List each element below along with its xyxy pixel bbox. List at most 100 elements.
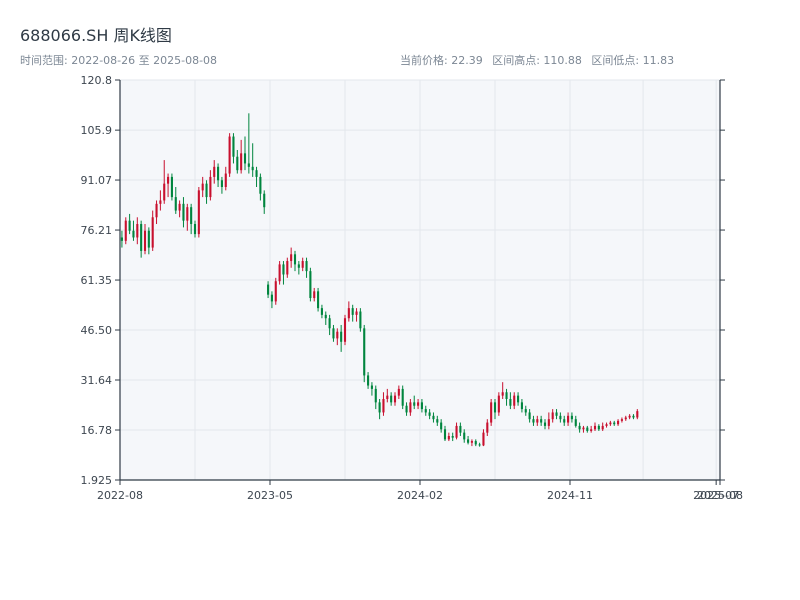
candle-body: [247, 163, 250, 167]
candle-body: [451, 436, 454, 438]
candle-body: [563, 419, 566, 423]
candle-body: [386, 395, 389, 399]
candle-body: [570, 415, 573, 420]
candle-body: [297, 264, 300, 268]
candle-body: [359, 311, 362, 329]
candle-body: [609, 422, 612, 425]
candle-body: [324, 314, 327, 319]
candle-body: [213, 166, 216, 177]
candle-body: [367, 375, 370, 386]
candle-body: [574, 419, 577, 426]
candle-body: [597, 425, 600, 430]
candle-body: [578, 425, 581, 430]
candle-body: [170, 176, 173, 198]
candle-body: [124, 220, 127, 241]
x-tick-label: 2025-07: [693, 489, 739, 502]
candle-body: [417, 402, 420, 406]
candle-body: [274, 281, 277, 302]
candle-body: [490, 402, 493, 423]
candle-body: [555, 412, 558, 416]
candle-body: [217, 166, 220, 181]
y-tick-label: 46.50: [81, 324, 113, 337]
candle-body: [617, 420, 620, 425]
x-tick-label: 2024-02: [397, 489, 443, 502]
chart-title: 688066.SH 周K线图: [20, 26, 172, 45]
candle-body: [428, 412, 431, 416]
candle-body: [232, 136, 235, 157]
candle-body: [140, 224, 143, 251]
candle-body: [332, 328, 335, 339]
current-price-label: 当前价格: 22.39: [400, 54, 483, 67]
candle-body: [263, 193, 266, 208]
candle-body: [243, 153, 247, 164]
candle-body: [305, 261, 308, 272]
candle-body: [567, 415, 570, 423]
candle-body: [132, 230, 135, 238]
candle-body: [628, 415, 631, 418]
x-tick-label: 2024-11: [547, 489, 593, 502]
range-low-label: 区间低点: 11.83: [591, 54, 675, 67]
x-tick-label: 2025-08: [697, 489, 743, 502]
x-tick-label: 2022-08: [97, 489, 143, 502]
candle-body: [374, 388, 377, 403]
candle-body: [551, 412, 554, 420]
candle-body: [605, 424, 608, 426]
candle-body: [593, 425, 597, 430]
candle-body: [220, 180, 223, 188]
candle-body: [440, 422, 443, 430]
candle-body: [201, 183, 204, 191]
candle-body: [317, 291, 320, 309]
candle-body: [420, 402, 423, 410]
candle-body: [409, 402, 412, 413]
candle-body: [351, 308, 354, 315]
candle-body: [590, 429, 593, 431]
candle-body: [159, 200, 162, 204]
candle-body: [205, 183, 208, 198]
range-high-label: 区间高点: 110.88: [492, 54, 582, 67]
candle-body: [363, 328, 366, 376]
candle-body: [393, 395, 397, 403]
candle-body: [620, 419, 623, 421]
price-stats: 当前价格: 22.39 区间高点: 110.88 区间低点: 11.83: [400, 52, 680, 68]
candle-body: [559, 415, 562, 420]
candle-body: [405, 405, 408, 413]
candle-body: [493, 402, 497, 413]
candle-body: [286, 261, 289, 275]
candle-body: [586, 427, 589, 431]
candle-body: [436, 419, 439, 423]
candle-body: [328, 318, 331, 329]
candle-body: [267, 284, 270, 295]
candle-body: [455, 425, 458, 438]
candle-body: [459, 425, 462, 433]
candle-body: [532, 419, 535, 423]
candle-body: [278, 264, 281, 282]
candle-body: [517, 395, 520, 403]
y-tick-label: 91.07: [81, 174, 113, 187]
candle-body: [182, 203, 185, 221]
candle-body: [482, 432, 485, 446]
candle-body: [497, 395, 500, 413]
candle-body: [470, 441, 473, 443]
candle-body: [309, 271, 312, 299]
candle-body: [347, 308, 350, 319]
y-tick-label: 31.64: [81, 374, 113, 387]
candle-body: [120, 237, 123, 241]
candle-body: [174, 197, 177, 211]
candle-body: [343, 318, 347, 342]
candle-body: [186, 207, 189, 221]
candle-body: [228, 136, 231, 174]
y-tick-label: 76.21: [81, 224, 113, 237]
candle-body: [301, 261, 304, 268]
candle-body: [193, 224, 197, 235]
candle-body: [178, 203, 181, 211]
candle-body: [136, 224, 139, 238]
candle-body: [313, 291, 316, 299]
candle-body: [505, 392, 508, 399]
candle-body: [447, 436, 450, 440]
candle-body: [255, 170, 258, 177]
candle-body: [582, 427, 585, 430]
candle-body: [382, 398, 385, 413]
candle-body: [224, 173, 227, 188]
candle-body: [370, 385, 373, 389]
candle-body: [259, 176, 262, 194]
